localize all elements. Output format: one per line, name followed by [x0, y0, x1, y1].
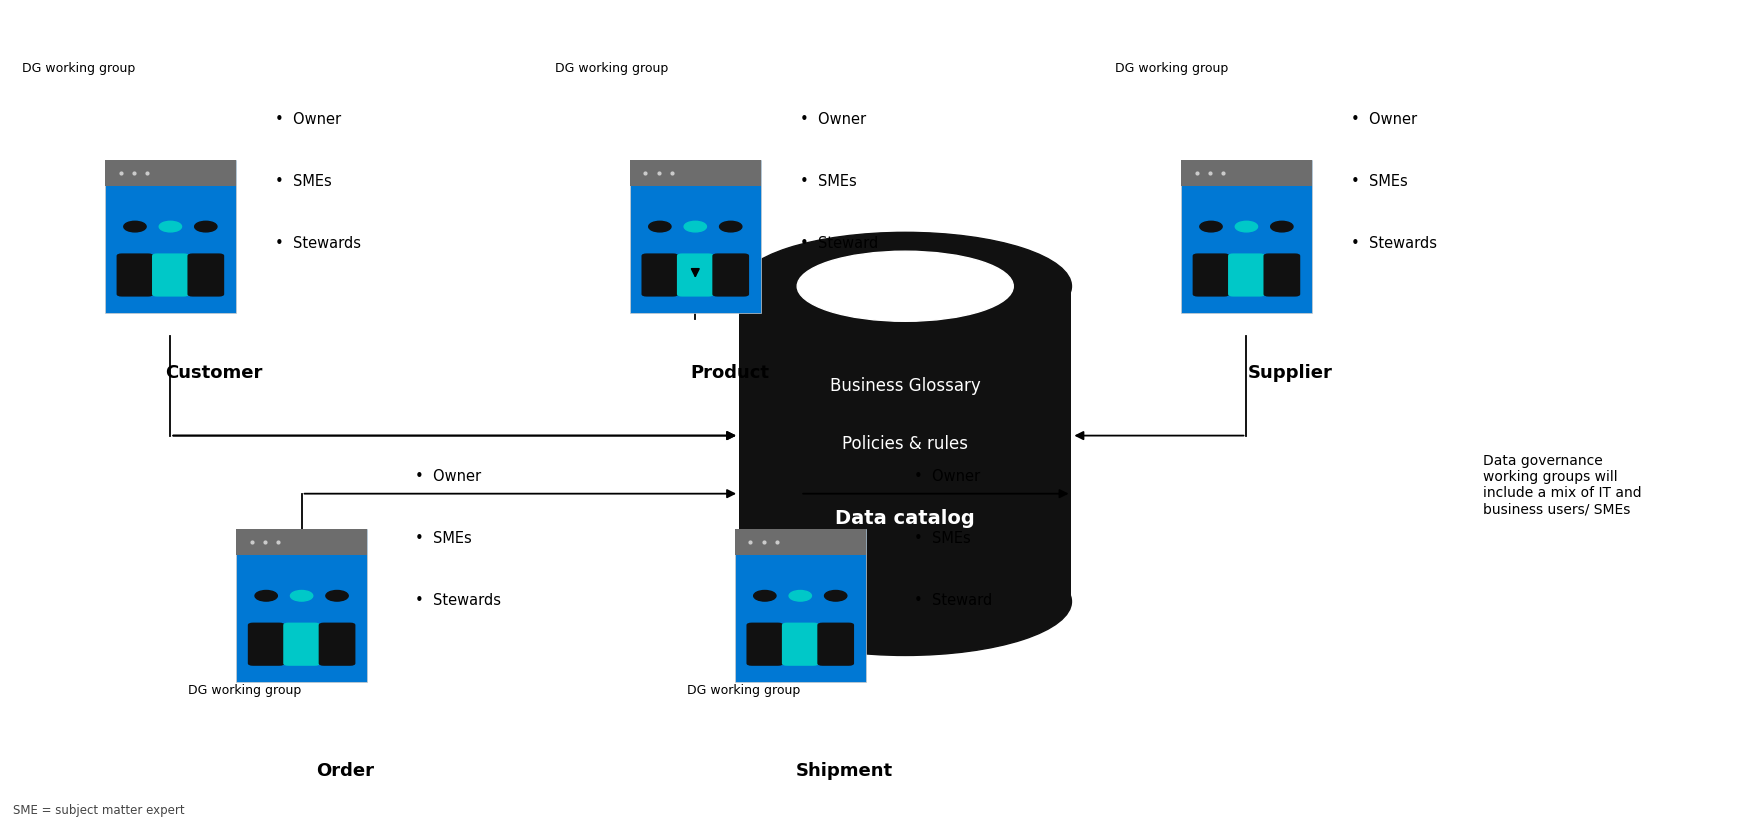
- Bar: [1181, 160, 1311, 186]
- Text: •  Owner: • Owner: [914, 468, 980, 484]
- Text: •  Owner: • Owner: [799, 112, 866, 127]
- Text: •  Steward: • Steward: [799, 236, 878, 251]
- Circle shape: [754, 591, 775, 601]
- FancyBboxPatch shape: [712, 253, 748, 297]
- FancyBboxPatch shape: [151, 253, 188, 297]
- FancyBboxPatch shape: [641, 253, 678, 297]
- FancyBboxPatch shape: [318, 623, 355, 666]
- Circle shape: [1200, 221, 1221, 232]
- Text: •  SMEs: • SMEs: [415, 531, 473, 546]
- Text: SME = subject matter expert: SME = subject matter expert: [12, 804, 184, 817]
- FancyBboxPatch shape: [817, 623, 854, 666]
- Text: •  Steward: • Steward: [914, 593, 991, 608]
- Text: Order: Order: [316, 762, 374, 780]
- Text: Business Glossary: Business Glossary: [829, 377, 980, 395]
- FancyBboxPatch shape: [782, 623, 819, 666]
- Text: DG working group: DG working group: [21, 62, 135, 75]
- Circle shape: [719, 221, 741, 232]
- Circle shape: [255, 591, 278, 601]
- FancyBboxPatch shape: [747, 623, 784, 666]
- Ellipse shape: [738, 547, 1070, 655]
- Text: DG working group: DG working group: [1114, 62, 1228, 75]
- Circle shape: [1270, 221, 1293, 232]
- Text: Supplier: Supplier: [1247, 364, 1332, 381]
- FancyBboxPatch shape: [1191, 253, 1228, 297]
- FancyBboxPatch shape: [283, 623, 320, 666]
- Text: •  Stewards: • Stewards: [276, 236, 362, 251]
- Bar: [1181, 160, 1311, 313]
- Bar: [629, 160, 761, 186]
- Bar: [734, 529, 866, 555]
- Bar: [105, 160, 235, 186]
- Text: Data governance
working groups will
include a mix of IT and
business users/ SMEs: Data governance working groups will incl…: [1481, 454, 1641, 517]
- Text: Product: Product: [691, 364, 770, 381]
- Bar: [738, 287, 1070, 602]
- Circle shape: [683, 221, 706, 232]
- FancyBboxPatch shape: [248, 623, 285, 666]
- Text: Customer: Customer: [165, 364, 262, 381]
- Bar: [629, 160, 761, 313]
- Bar: [235, 529, 367, 682]
- FancyBboxPatch shape: [188, 253, 225, 297]
- Text: Shipment: Shipment: [794, 762, 893, 780]
- Circle shape: [195, 221, 216, 232]
- Circle shape: [648, 221, 671, 232]
- Text: DG working group: DG working group: [687, 684, 799, 697]
- Text: DG working group: DG working group: [555, 62, 668, 75]
- Ellipse shape: [738, 232, 1070, 340]
- Circle shape: [325, 591, 348, 601]
- Text: •  Owner: • Owner: [1351, 112, 1416, 127]
- Circle shape: [1235, 221, 1256, 232]
- Text: •  SMEs: • SMEs: [276, 174, 332, 189]
- Circle shape: [160, 221, 181, 232]
- Text: •  Owner: • Owner: [415, 468, 481, 484]
- Text: •  SMEs: • SMEs: [1351, 174, 1407, 189]
- Text: •  SMEs: • SMEs: [914, 531, 970, 546]
- Text: Policies & rules: Policies & rules: [842, 435, 968, 453]
- FancyBboxPatch shape: [116, 253, 153, 297]
- Text: •  Stewards: • Stewards: [415, 593, 501, 608]
- Text: •  Stewards: • Stewards: [1351, 236, 1437, 251]
- FancyBboxPatch shape: [1228, 253, 1263, 297]
- Text: •  Owner: • Owner: [276, 112, 341, 127]
- FancyBboxPatch shape: [676, 253, 713, 297]
- Circle shape: [290, 591, 313, 601]
- Circle shape: [824, 591, 847, 601]
- Circle shape: [789, 591, 812, 601]
- Bar: [235, 529, 367, 555]
- Circle shape: [123, 221, 146, 232]
- Bar: [734, 529, 866, 682]
- FancyBboxPatch shape: [1263, 253, 1300, 297]
- Bar: [105, 160, 235, 313]
- Text: DG working group: DG working group: [188, 684, 300, 697]
- Text: •  SMEs: • SMEs: [799, 174, 856, 189]
- Text: Data catalog: Data catalog: [835, 509, 975, 528]
- Ellipse shape: [796, 251, 1012, 321]
